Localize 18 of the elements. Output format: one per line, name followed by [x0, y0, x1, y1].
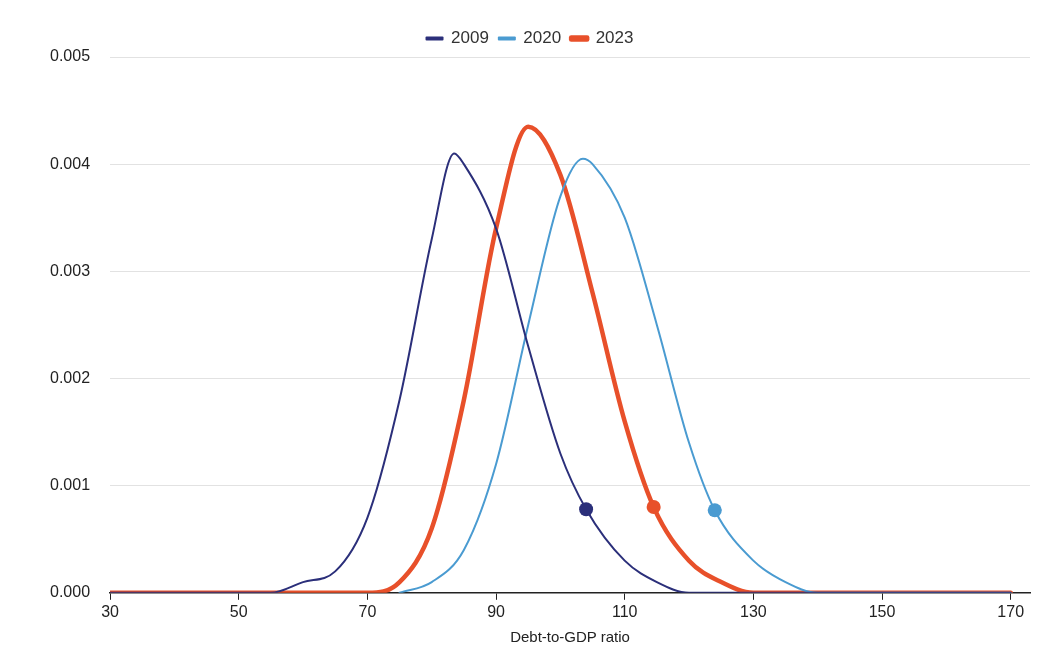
- x-axis-title: Debt-to-GDP ratio: [510, 628, 630, 646]
- x-tick-label: 50: [229, 602, 248, 620]
- x-tick-label: 70: [358, 602, 377, 620]
- x-tick-label: 30: [101, 602, 120, 620]
- y-tick-label: 0.001: [49, 476, 91, 494]
- x-tick-label: 130: [740, 602, 767, 620]
- y-tick-label: 0.004: [49, 154, 91, 172]
- x-tick-label: 150: [868, 602, 896, 620]
- y-tick-label: 0.003: [49, 261, 91, 279]
- legend-label: 2009: [451, 28, 489, 48]
- legend-label: 2020: [523, 28, 562, 48]
- x-tick-label: 170: [997, 602, 1025, 620]
- y-tick-label: 0.002: [49, 368, 91, 386]
- x-tick-label: 110: [611, 602, 638, 620]
- y-tick-label: 0.000: [49, 583, 91, 601]
- y-tick-label: 0.005: [49, 47, 91, 65]
- legend-label: 2023: [595, 28, 634, 48]
- x-tick-label: 90: [487, 602, 506, 620]
